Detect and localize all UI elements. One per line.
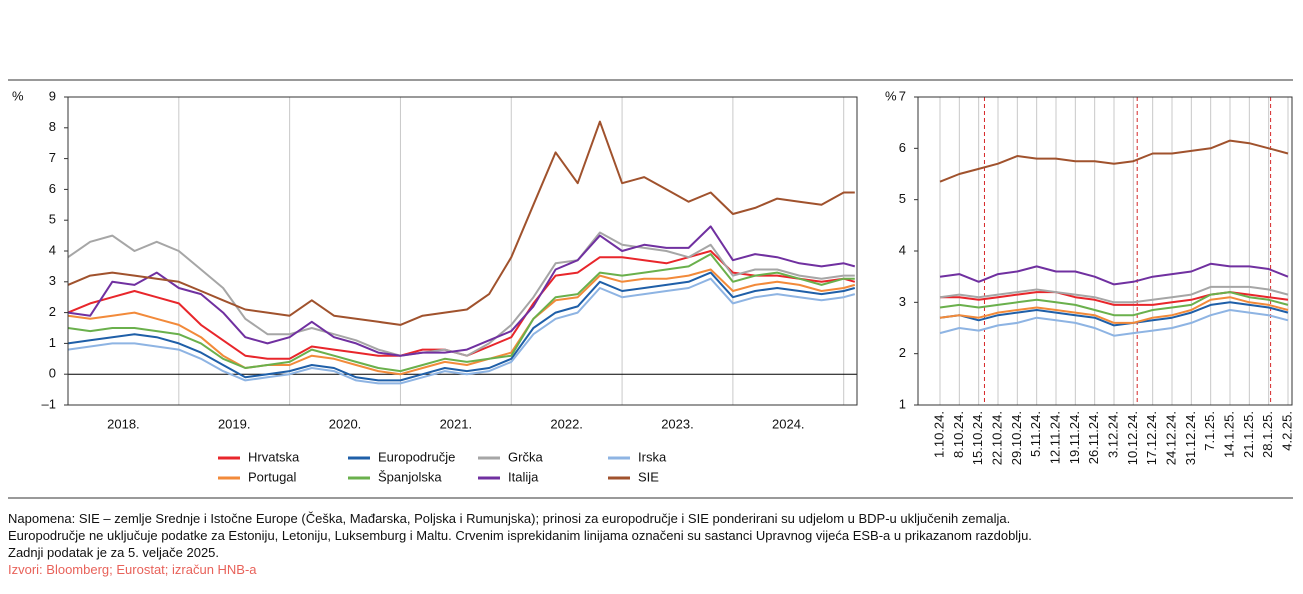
x-tick-label: 12.11.24. [1047,411,1062,464]
x-tick-label: 31.12.24. [1183,411,1198,465]
series-line [939,296,1289,324]
y-tick-label: 5 [49,212,56,227]
series-line [939,262,1289,286]
x-tick-label: 5.11.24. [1028,411,1043,457]
x-tick-label: 2020. [329,416,362,431]
series-line [67,253,855,373]
note-line: Europodručje ne uključuje podatke za Est… [8,528,1032,543]
series-line [939,309,1289,337]
y-tick-label: 1 [49,335,56,350]
x-tick-label: 21.1.25. [1241,411,1256,458]
x-tick-label: 4.2.25. [1279,411,1294,451]
x-tick-label: 28.1.25. [1260,411,1275,458]
legend-label: Italija [508,469,539,484]
series-line [67,120,855,326]
y-tick-label: 0 [49,366,56,381]
y-tick-label: 2 [899,345,906,360]
series-line [67,271,856,382]
x-tick-label: 2021. [440,416,473,431]
x-tick-label: 2018. [107,416,140,431]
series-line [939,291,1289,317]
x-tick-label: 2022. [550,416,583,431]
x-tick-label: 10.12.24. [1125,411,1140,465]
legend-label: Hrvatska [248,449,300,464]
chart: % 2018. 2019. 2020. 2021. 2022. 2023. 2024. –1 0 1… [8,79,1294,499]
plot-frame [917,96,1293,406]
x-tick-label: 22.10.24. [989,411,1004,465]
x-tick-label: 14.1.25. [1221,411,1236,458]
x-tick-label: 2023. [661,416,694,431]
x-tick-label: 17.12.24. [1144,411,1159,465]
x-tick-label: 2019. [218,416,251,431]
plot-frame [67,96,858,406]
y-tick-label: 3 [899,294,906,309]
series-line [67,250,856,360]
x-tick-label: 2024. [772,416,805,431]
y-tick-label: 2 [49,304,56,319]
y-tick-label: 8 [49,119,56,134]
x-tick-label: 7.1.25. [1202,411,1217,451]
legend-label: Europodručje [378,449,455,464]
note-line: Napomena: SIE – zemlje Srednje i Istočne… [8,511,1011,526]
y-tick-label: 7 [899,88,906,103]
x-tick-label: 19.11.24. [1067,411,1082,464]
x-tick-label: 29.10.24. [1009,411,1024,465]
legend-label: Irska [638,449,667,464]
y-tick-label: 1 [899,396,906,411]
y-tick-label: –1 [42,396,56,411]
y-tick-label: 4 [899,242,906,257]
sources: Izvori: Bloomberg; Eurostat; izračun HNB… [8,562,257,577]
y-tick-label: 5 [899,191,906,206]
note-line: Zadnji podatak je za 5. veljače 2025. [8,545,220,560]
y-tick-label: 6 [899,140,906,155]
x-tick-label: 15.10.24. [970,411,985,465]
y-tick-label: 7 [49,150,56,165]
series-line [939,301,1289,327]
series-line [67,277,856,385]
unit-label: % [885,88,897,103]
x-tick-label: 1.10.24. [931,411,946,458]
series-line [67,268,856,376]
legend-label: Portugal [248,469,297,484]
y-tick-label: 6 [49,181,56,196]
series-line [67,231,855,357]
x-tick-label: 3.12.24. [1105,411,1120,458]
legend-label: Grčka [508,449,543,464]
y-tick-label: 4 [49,242,56,257]
legend-label: Španjolska [378,469,442,484]
x-tick-label: 24.12.24. [1163,411,1178,465]
y-tick-label: 3 [49,273,56,288]
x-tick-label: 8.10.24. [951,411,966,458]
legend-label: SIE [638,469,659,484]
series-line [939,139,1289,183]
series-line [67,225,856,357]
unit-label: % [12,88,24,103]
y-tick-label: 9 [49,88,56,103]
x-tick-label: 26.11.24. [1086,411,1101,464]
series-line [939,285,1289,304]
